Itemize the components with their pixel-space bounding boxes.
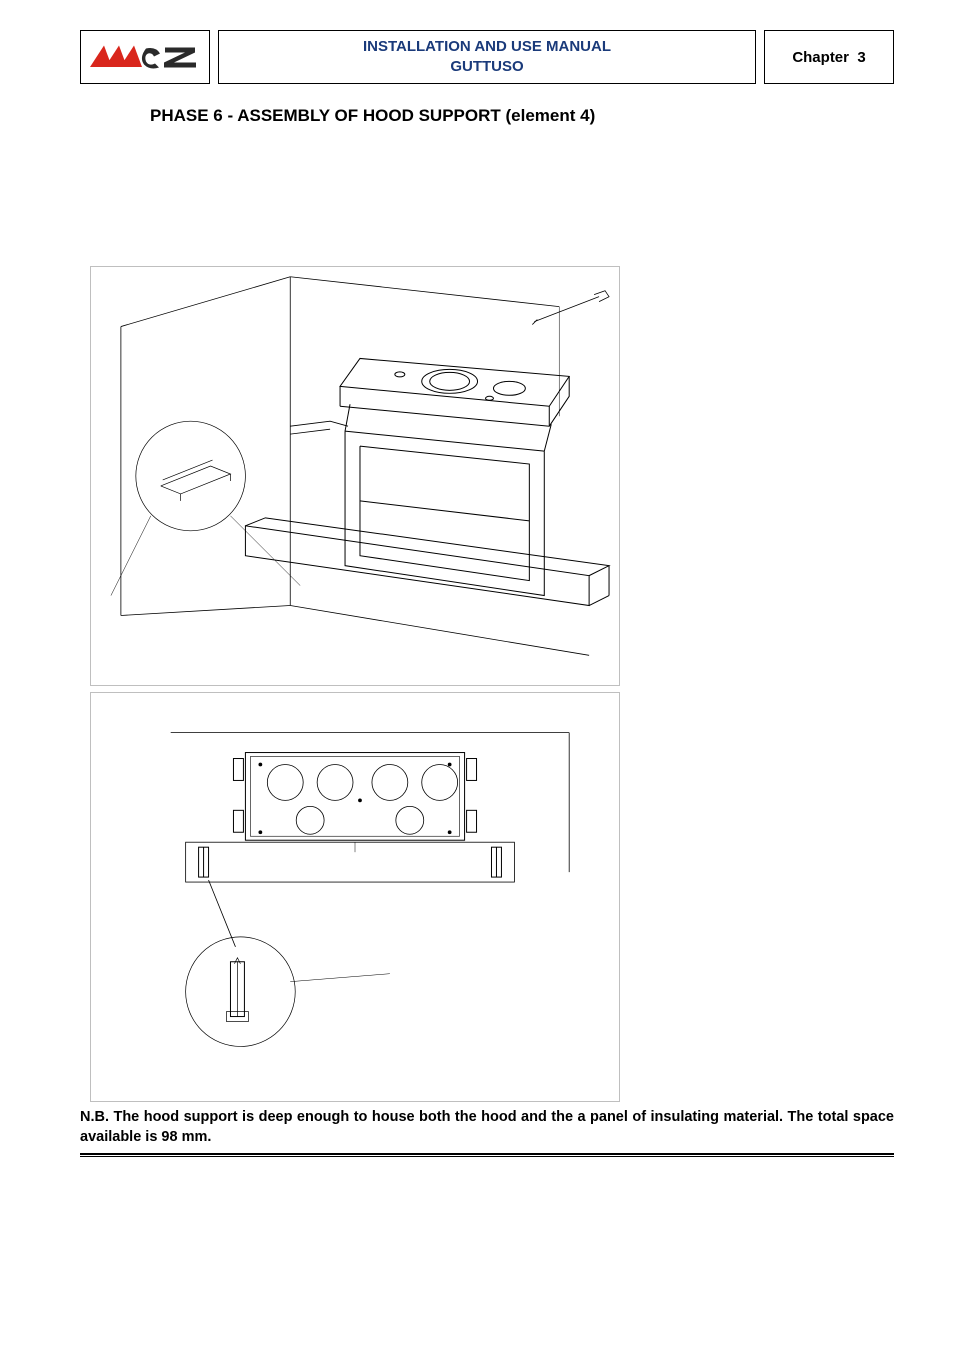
chapter-number: 3: [857, 49, 865, 66]
note-text: N.B. The hood support is deep enough to …: [80, 1108, 894, 1147]
figure-2-frame: [90, 692, 620, 1102]
chapter-box: Chapter 3: [764, 30, 894, 84]
phase-heading: PHASE 6 - ASSEMBLY OF HOOD SUPPORT (elem…: [150, 106, 894, 126]
manual-title-line1: INSTALLATION AND USE MANUAL: [363, 37, 611, 57]
figure-1-drawing: [91, 266, 619, 686]
figure-2-drawing: [91, 692, 619, 1102]
logo-box: [80, 30, 210, 84]
chapter-label: Chapter: [792, 49, 849, 66]
bottom-rule: [80, 1153, 894, 1157]
figures-region: [90, 266, 894, 1102]
manual-title-line2: GUTTUSO: [450, 57, 523, 77]
figure-1-frame: [90, 266, 620, 686]
page-header: INSTALLATION AND USE MANUAL GUTTUSO Chap…: [80, 30, 894, 84]
manual-title-box: INSTALLATION AND USE MANUAL GUTTUSO: [218, 30, 756, 84]
mcz-logo-icon: [90, 39, 200, 75]
